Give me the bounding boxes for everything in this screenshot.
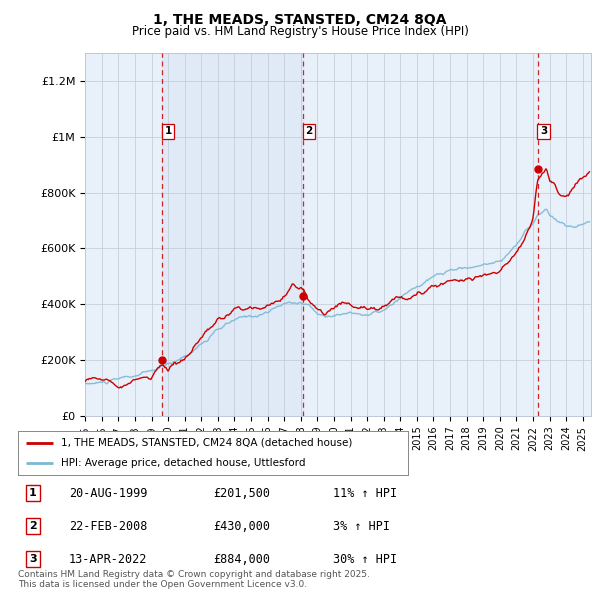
Text: HPI: Average price, detached house, Uttlesford: HPI: Average price, detached house, Uttl… <box>61 458 305 468</box>
Text: 20-AUG-1999: 20-AUG-1999 <box>69 487 148 500</box>
Text: Price paid vs. HM Land Registry's House Price Index (HPI): Price paid vs. HM Land Registry's House … <box>131 25 469 38</box>
Text: 1: 1 <box>29 489 37 498</box>
Text: 30% ↑ HPI: 30% ↑ HPI <box>333 553 397 566</box>
Text: £201,500: £201,500 <box>213 487 270 500</box>
Text: 3% ↑ HPI: 3% ↑ HPI <box>333 520 390 533</box>
Text: 1, THE MEADS, STANSTED, CM24 8QA (detached house): 1, THE MEADS, STANSTED, CM24 8QA (detach… <box>61 438 352 448</box>
Bar <box>303 53 538 416</box>
Bar <box>162 53 303 416</box>
Bar <box>538 53 591 416</box>
Text: 1, THE MEADS, STANSTED, CM24 8QA: 1, THE MEADS, STANSTED, CM24 8QA <box>153 13 447 27</box>
Text: 11% ↑ HPI: 11% ↑ HPI <box>333 487 397 500</box>
Text: 3: 3 <box>29 555 37 564</box>
Text: 13-APR-2022: 13-APR-2022 <box>69 553 148 566</box>
Text: 2: 2 <box>29 522 37 531</box>
Text: 22-FEB-2008: 22-FEB-2008 <box>69 520 148 533</box>
Text: 3: 3 <box>540 126 547 136</box>
Text: 2: 2 <box>305 126 313 136</box>
Text: 1: 1 <box>164 126 172 136</box>
Text: £430,000: £430,000 <box>213 520 270 533</box>
Text: £884,000: £884,000 <box>213 553 270 566</box>
Bar <box>85 53 162 416</box>
Text: Contains HM Land Registry data © Crown copyright and database right 2025.
This d: Contains HM Land Registry data © Crown c… <box>18 570 370 589</box>
